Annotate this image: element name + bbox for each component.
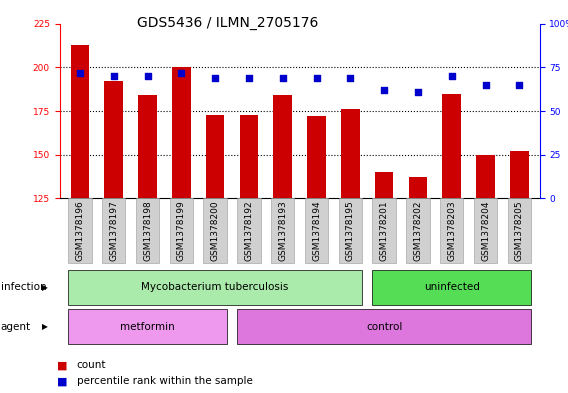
Text: ▶: ▶	[43, 322, 48, 331]
Point	[515, 82, 524, 88]
Text: infection: infection	[1, 282, 46, 292]
Bar	[70, 44, 89, 198]
Text: GSM1378197: GSM1378197	[109, 200, 118, 261]
Bar	[442, 94, 461, 198]
Text: count: count	[77, 360, 106, 371]
Text: GDS5436 / ILMN_2705176: GDS5436 / ILMN_2705176	[137, 16, 318, 30]
Point	[346, 75, 355, 81]
Text: GSM1378199: GSM1378199	[177, 200, 186, 261]
Text: ▶: ▶	[43, 283, 48, 292]
Text: metformin: metformin	[120, 321, 175, 332]
Text: GSM1378205: GSM1378205	[515, 200, 524, 261]
Bar	[105, 81, 123, 198]
Point	[244, 75, 253, 81]
Text: ■: ■	[57, 376, 68, 386]
Text: GSM1378195: GSM1378195	[346, 200, 355, 261]
Point	[109, 73, 118, 79]
Bar	[408, 178, 427, 198]
Bar	[510, 151, 529, 198]
Point	[379, 87, 389, 93]
Bar	[172, 67, 191, 198]
Point	[76, 70, 85, 76]
Bar	[206, 114, 224, 198]
Text: GSM1378196: GSM1378196	[76, 200, 85, 261]
Bar	[341, 109, 360, 198]
Point	[177, 70, 186, 76]
Point	[414, 89, 423, 95]
Text: percentile rank within the sample: percentile rank within the sample	[77, 376, 253, 386]
Bar	[307, 116, 326, 198]
Text: GSM1378192: GSM1378192	[244, 200, 253, 261]
Bar	[138, 95, 157, 198]
Point	[481, 82, 490, 88]
Point	[278, 75, 287, 81]
Text: GSM1378193: GSM1378193	[278, 200, 287, 261]
Bar	[240, 114, 258, 198]
Point	[211, 75, 220, 81]
Text: GSM1378203: GSM1378203	[447, 200, 456, 261]
Text: control: control	[366, 321, 402, 332]
Text: GSM1378201: GSM1378201	[379, 200, 389, 261]
Text: GSM1378194: GSM1378194	[312, 200, 321, 261]
Text: GSM1378202: GSM1378202	[414, 201, 423, 261]
Bar	[273, 95, 292, 198]
Text: GSM1378198: GSM1378198	[143, 200, 152, 261]
Point	[312, 75, 321, 81]
Text: agent: agent	[1, 321, 31, 332]
Text: GSM1378200: GSM1378200	[211, 200, 220, 261]
Point	[143, 73, 152, 79]
Text: ■: ■	[57, 360, 68, 371]
Bar	[375, 172, 394, 198]
Text: uninfected: uninfected	[424, 282, 479, 292]
Point	[447, 73, 456, 79]
Text: GSM1378204: GSM1378204	[481, 201, 490, 261]
Bar	[476, 155, 495, 198]
Text: Mycobacterium tuberculosis: Mycobacterium tuberculosis	[141, 282, 289, 292]
